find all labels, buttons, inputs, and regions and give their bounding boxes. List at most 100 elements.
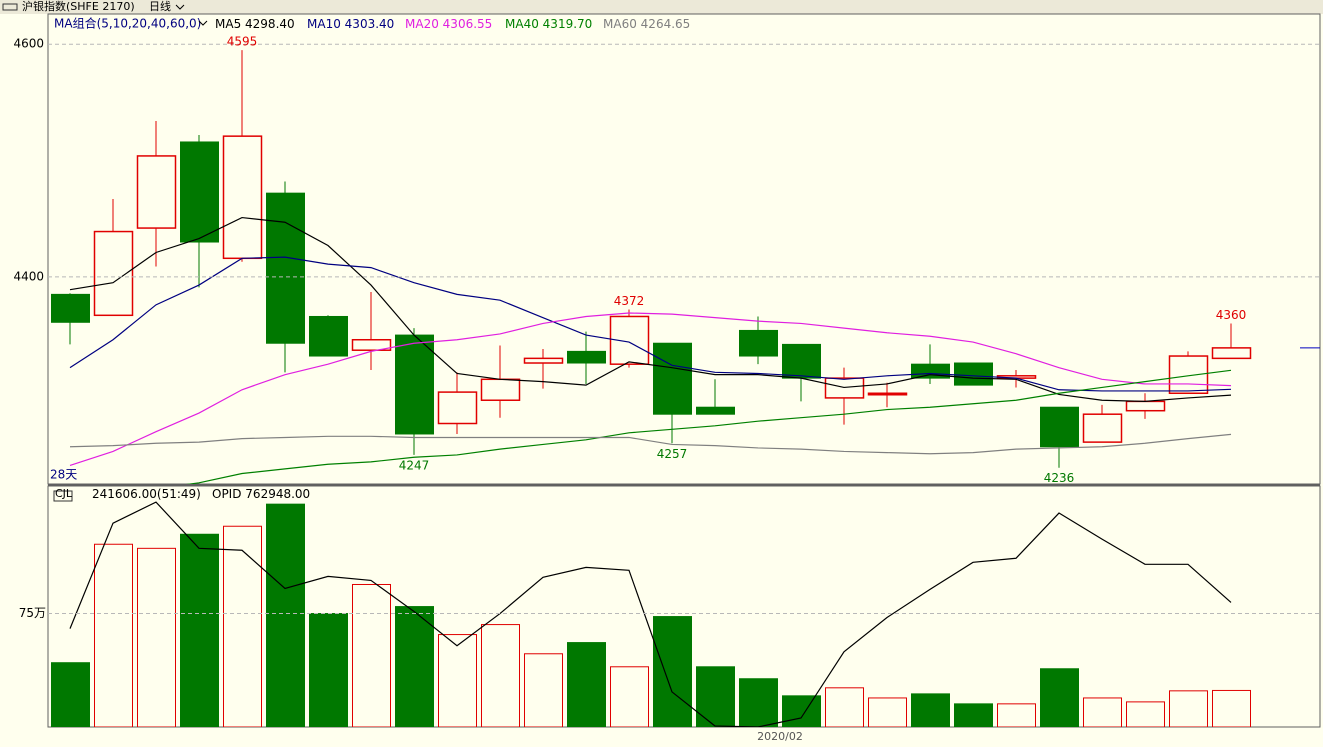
candle-body bbox=[395, 334, 434, 435]
volume-bar bbox=[309, 613, 348, 727]
volume-bar bbox=[395, 606, 434, 727]
ma-name: MA5 bbox=[215, 17, 241, 31]
candle-body bbox=[180, 141, 219, 243]
volume-bar bbox=[868, 697, 907, 727]
volume-bar bbox=[266, 503, 305, 727]
candle-body bbox=[480, 378, 521, 401]
ma-legend: MA5 4298.40 bbox=[215, 17, 295, 31]
ma-dropdown[interactable] bbox=[198, 20, 208, 26]
candle-body bbox=[523, 357, 564, 364]
candle-body bbox=[782, 343, 821, 379]
candle-body bbox=[266, 192, 305, 344]
candle-body bbox=[309, 315, 348, 357]
ma-name: MA10 bbox=[307, 17, 341, 31]
ma-value: 4298.40 bbox=[245, 17, 295, 31]
candle-body bbox=[824, 377, 865, 399]
header-icon bbox=[2, 3, 18, 11]
instrument-title: 沪银指数(SHFE 2170) bbox=[22, 0, 135, 13]
cjl-value: 241606.00 bbox=[92, 487, 157, 501]
extreme-label: 4360 bbox=[1216, 308, 1247, 322]
extreme-label: 4236 bbox=[1044, 471, 1075, 485]
opid-line bbox=[69, 501, 1232, 727]
ma-value: 4306.55 bbox=[443, 17, 493, 31]
volume-bar bbox=[94, 543, 133, 727]
volume-bar bbox=[997, 703, 1036, 727]
ma-line bbox=[69, 312, 1232, 466]
candle-body bbox=[867, 392, 908, 396]
price-panel bbox=[47, 13, 1321, 485]
volume-bar bbox=[911, 693, 950, 727]
candle-body bbox=[1082, 413, 1123, 443]
overlay: 4400 4600 75万 MA5 4298.40 MA10 4303.40 MA20 4… bbox=[13, 17, 1320, 743]
candle-body bbox=[1211, 347, 1252, 360]
candle-body bbox=[136, 155, 177, 229]
volume-bar bbox=[524, 653, 563, 727]
candle-body bbox=[1125, 400, 1166, 412]
volume-bar bbox=[352, 583, 391, 727]
candle-body bbox=[93, 230, 134, 317]
ma-name: MA60 bbox=[603, 17, 637, 31]
ma-value: 4319.70 bbox=[543, 17, 593, 31]
candle-body bbox=[954, 362, 993, 386]
period[interactable]: 日线 bbox=[149, 0, 171, 13]
opid-legend: OPID 762948.00 bbox=[212, 487, 310, 501]
ma-indicator[interactable]: MA组合(5,10,20,40,60,0) bbox=[54, 16, 201, 31]
volume-bar bbox=[51, 662, 90, 727]
period-dropdown[interactable] bbox=[175, 4, 185, 10]
header-bar bbox=[0, 0, 1323, 14]
volume-plot bbox=[51, 501, 1251, 727]
ma-name: MA40 bbox=[505, 17, 539, 31]
cjl-legend: 241606.00(51:49) bbox=[92, 487, 201, 501]
volume-bar bbox=[1083, 697, 1122, 727]
y-tick-label: 4600 bbox=[13, 37, 44, 51]
ma-legend: MA60 4264.65 bbox=[603, 17, 690, 31]
volume-bar bbox=[567, 642, 606, 727]
cjl-name: CJL bbox=[55, 487, 73, 500]
ma-line bbox=[69, 256, 1232, 392]
volume-bar bbox=[1212, 689, 1251, 727]
opid-name: OPID bbox=[212, 487, 241, 501]
volume-bar bbox=[1040, 668, 1079, 727]
volume-bar bbox=[137, 547, 176, 727]
volume-bar bbox=[954, 703, 993, 727]
period-label: 28天 bbox=[50, 468, 77, 482]
candle-body bbox=[1040, 406, 1079, 448]
volume-bar bbox=[782, 695, 821, 727]
candle-body bbox=[222, 135, 263, 260]
volume-bar bbox=[1169, 690, 1208, 727]
cjl-box[interactable] bbox=[53, 490, 73, 502]
extreme-label: 4595 bbox=[227, 35, 258, 49]
ma-legend: MA10 4303.40 bbox=[307, 17, 394, 31]
price-plot bbox=[51, 50, 1252, 484]
volume-bar bbox=[825, 687, 864, 727]
ma-name: MA20 bbox=[405, 17, 439, 31]
volume-bar bbox=[696, 666, 735, 727]
extreme-label: 4247 bbox=[399, 458, 430, 472]
y-tick-label: 75万 bbox=[19, 606, 46, 620]
opid-value: 762948.00 bbox=[245, 487, 310, 501]
ma-legend: MA40 4319.70 bbox=[505, 17, 592, 31]
ma-legend: MA20 4306.55 bbox=[405, 17, 492, 31]
candle-body bbox=[51, 293, 90, 323]
volume-bar bbox=[481, 624, 520, 727]
extreme-label: 4257 bbox=[657, 447, 688, 461]
ma-value: 4264.65 bbox=[641, 17, 691, 31]
volume-bar bbox=[610, 666, 649, 727]
ma-value: 4303.40 bbox=[345, 17, 395, 31]
ma-line bbox=[69, 216, 1232, 403]
cjl-time: (51:49) bbox=[157, 487, 201, 501]
volume-bar bbox=[739, 678, 778, 727]
candle-body bbox=[351, 338, 392, 351]
y-tick-label: 4400 bbox=[13, 269, 44, 283]
volume-bar bbox=[653, 616, 692, 727]
volume-bar bbox=[180, 533, 219, 727]
candle-body bbox=[567, 350, 606, 364]
ma-line bbox=[185, 369, 1232, 484]
volume-bar bbox=[438, 634, 477, 727]
ma-line bbox=[69, 433, 1232, 455]
x-tick-label: 2020/02 bbox=[757, 730, 803, 743]
candle-body bbox=[653, 342, 692, 415]
volume-bar bbox=[223, 525, 262, 727]
candle-body bbox=[739, 329, 778, 357]
